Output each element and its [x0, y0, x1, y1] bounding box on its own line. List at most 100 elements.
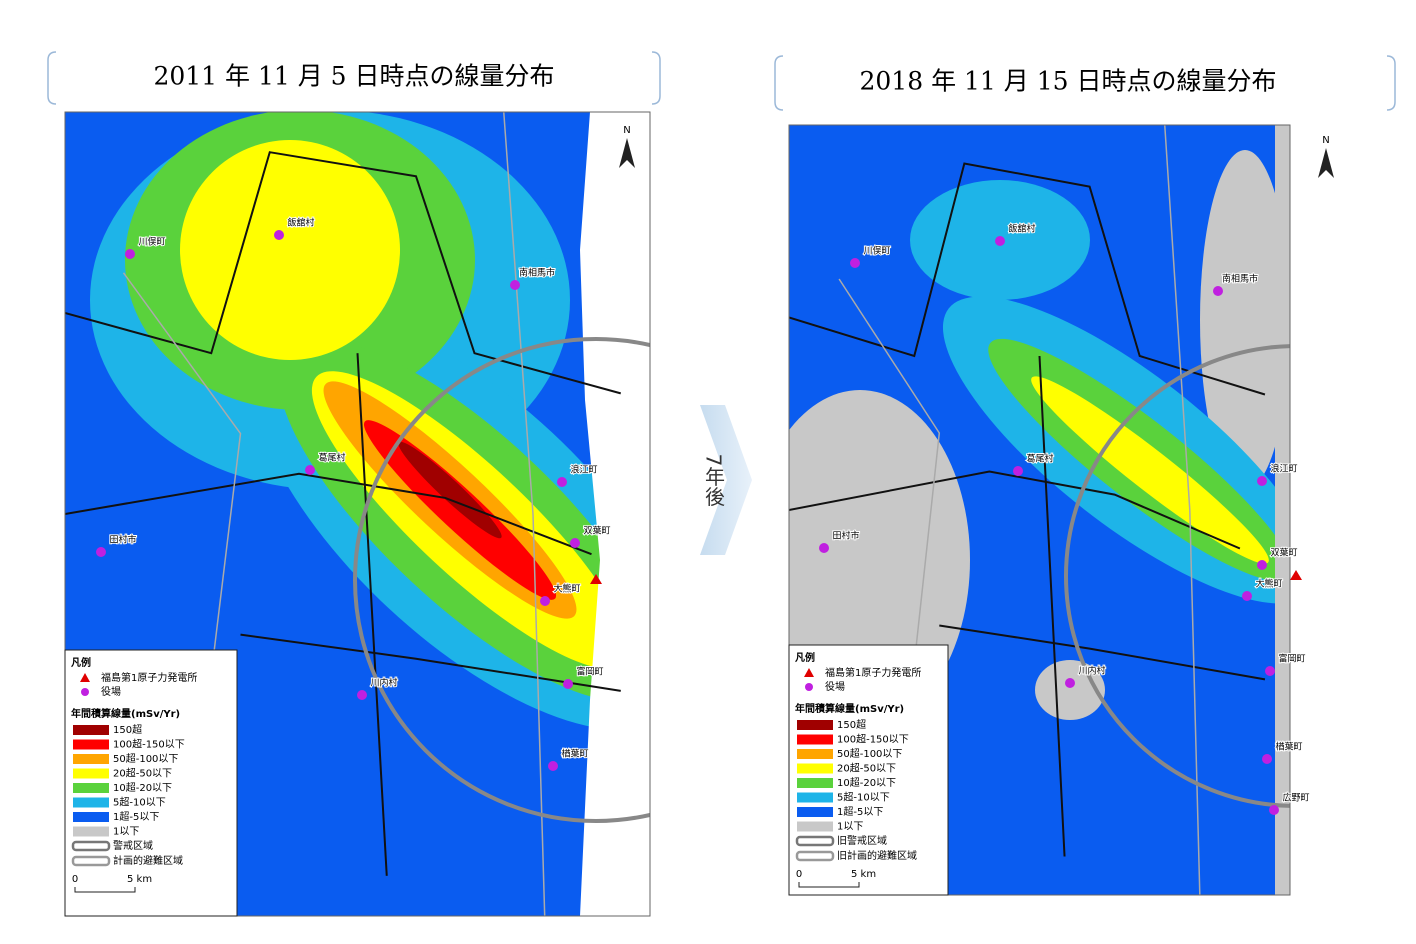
- map: [65, 112, 650, 916]
- town-label: 浪江町: [1270, 463, 1297, 475]
- town-label: 川俣町: [138, 236, 165, 248]
- legend-swatch: [73, 768, 109, 779]
- north-arrow: [1318, 148, 1334, 178]
- map-title: 2018 年 11 月 15 日時点の線量分布: [860, 67, 1277, 96]
- town-marker: [995, 236, 1005, 246]
- legend-swatch: [73, 739, 109, 750]
- town-label: 浪江町: [570, 464, 597, 476]
- town-marker: [1065, 678, 1075, 688]
- town-label: 川内村: [1078, 665, 1105, 677]
- town-marker: [1269, 805, 1279, 815]
- legend-label: 10超-20以下: [837, 776, 896, 789]
- town-label: 双葉町: [1270, 547, 1297, 559]
- legend-label: 計画的避難区域: [113, 854, 183, 867]
- north-label: N: [1322, 135, 1329, 146]
- town-marker: [1265, 666, 1275, 676]
- legend-label: 20超-50以下: [113, 767, 172, 780]
- legend-swatch: [797, 778, 833, 788]
- plant-marker: [590, 574, 602, 584]
- legend-subtitle: 年間積算線量(mSv/Yr): [795, 702, 904, 715]
- legend-swatch: [797, 749, 833, 759]
- town-marker: [1257, 476, 1267, 486]
- town-marker: [540, 596, 550, 606]
- town-label: 川俣町: [863, 245, 890, 257]
- legend-swatch: [797, 821, 833, 832]
- legend-swatch: [73, 812, 109, 822]
- legend-label: 役場: [101, 685, 121, 698]
- legend-label: 1以下: [113, 827, 139, 838]
- town-marker: [1013, 466, 1023, 476]
- scale-label: 5 km: [851, 869, 876, 880]
- town-label: 広野町: [1282, 792, 1309, 804]
- legend-label: 150超: [113, 723, 142, 736]
- town-label: 葛尾村: [1026, 453, 1053, 465]
- legend-swatch: [73, 783, 109, 793]
- town-marker: [1262, 754, 1272, 764]
- ocean: [1275, 125, 1290, 895]
- town-marker: [96, 547, 106, 557]
- legend-label: 福島第1原子力発電所: [101, 671, 197, 684]
- town-marker: [570, 538, 580, 548]
- legend-label: 100超-150以下: [837, 733, 909, 746]
- town-marker: [1257, 560, 1267, 570]
- legend-swatch: [73, 725, 109, 735]
- town-marker: [850, 258, 860, 268]
- legend-swatch: [797, 734, 833, 745]
- boundary: [789, 162, 1266, 857]
- town-label: 双葉町: [583, 525, 610, 537]
- legend-label: 5超-10以下: [113, 796, 166, 809]
- town-label: 楢葉町: [561, 748, 588, 760]
- town-label: 田村市: [832, 530, 859, 542]
- arrow: [700, 405, 752, 555]
- town-label: 楢葉町: [1275, 741, 1302, 753]
- legend-swatch: [797, 720, 833, 730]
- town-marker: [357, 690, 367, 700]
- legend-label: 10超-20以下: [113, 781, 172, 794]
- town-marker: [125, 249, 135, 259]
- ocean: [580, 112, 650, 916]
- title-bracket: [774, 55, 784, 111]
- town-label: 葛尾村: [318, 452, 345, 464]
- scale-bar: [74, 887, 136, 893]
- scale-label: 0: [72, 874, 78, 885]
- town-label: 川内村: [370, 677, 397, 689]
- town-label: 富岡町: [576, 666, 603, 678]
- legend-title: 凡例: [71, 656, 91, 669]
- legend-label: 50超-100以下: [113, 752, 178, 765]
- legend-label: 警戒区域: [113, 839, 153, 852]
- legend-symbol: [804, 668, 814, 677]
- town-label: 富岡町: [1278, 653, 1305, 665]
- map-title: 2011 年 11 月 5 日時点の線量分布: [153, 62, 554, 91]
- scale-label: 0: [796, 869, 802, 880]
- legend-label: 100超-150以下: [113, 738, 185, 751]
- legend-label: 福島第1原子力発電所: [825, 666, 921, 679]
- legend-label: 1超-5以下: [113, 810, 159, 823]
- scale-bar: [798, 882, 860, 888]
- map-frame: [64, 111, 651, 917]
- town-marker: [563, 679, 573, 689]
- legend-label: 旧警戒区域: [837, 834, 887, 847]
- legend-symbol: [80, 673, 90, 682]
- zone-circle: [353, 337, 650, 823]
- title-bracket: [651, 51, 661, 105]
- town-label: 南相馬市: [519, 267, 555, 279]
- town-marker: [510, 280, 520, 290]
- legend-label: 1超-5以下: [837, 805, 883, 818]
- map-frame: [788, 124, 1291, 896]
- north-arrow: [619, 138, 635, 168]
- town-label: 大熊町: [553, 583, 580, 595]
- legend-swatch: [795, 835, 835, 847]
- legend-label: 20超-50以下: [837, 762, 896, 775]
- town-label: 大熊町: [1255, 578, 1282, 590]
- town-label: 飯舘村: [287, 217, 314, 229]
- legend-label: 5超-10以下: [837, 791, 890, 804]
- legend-swatch: [795, 850, 835, 862]
- legend-swatch: [71, 840, 111, 852]
- town-marker: [557, 477, 567, 487]
- dose-zone: [1200, 150, 1290, 490]
- town-label: 田村市: [109, 534, 136, 546]
- legend-swatch: [73, 754, 109, 764]
- legend-subtitle: 年間積算線量(mSv/Yr): [71, 707, 180, 720]
- legend-label: 1以下: [837, 822, 863, 833]
